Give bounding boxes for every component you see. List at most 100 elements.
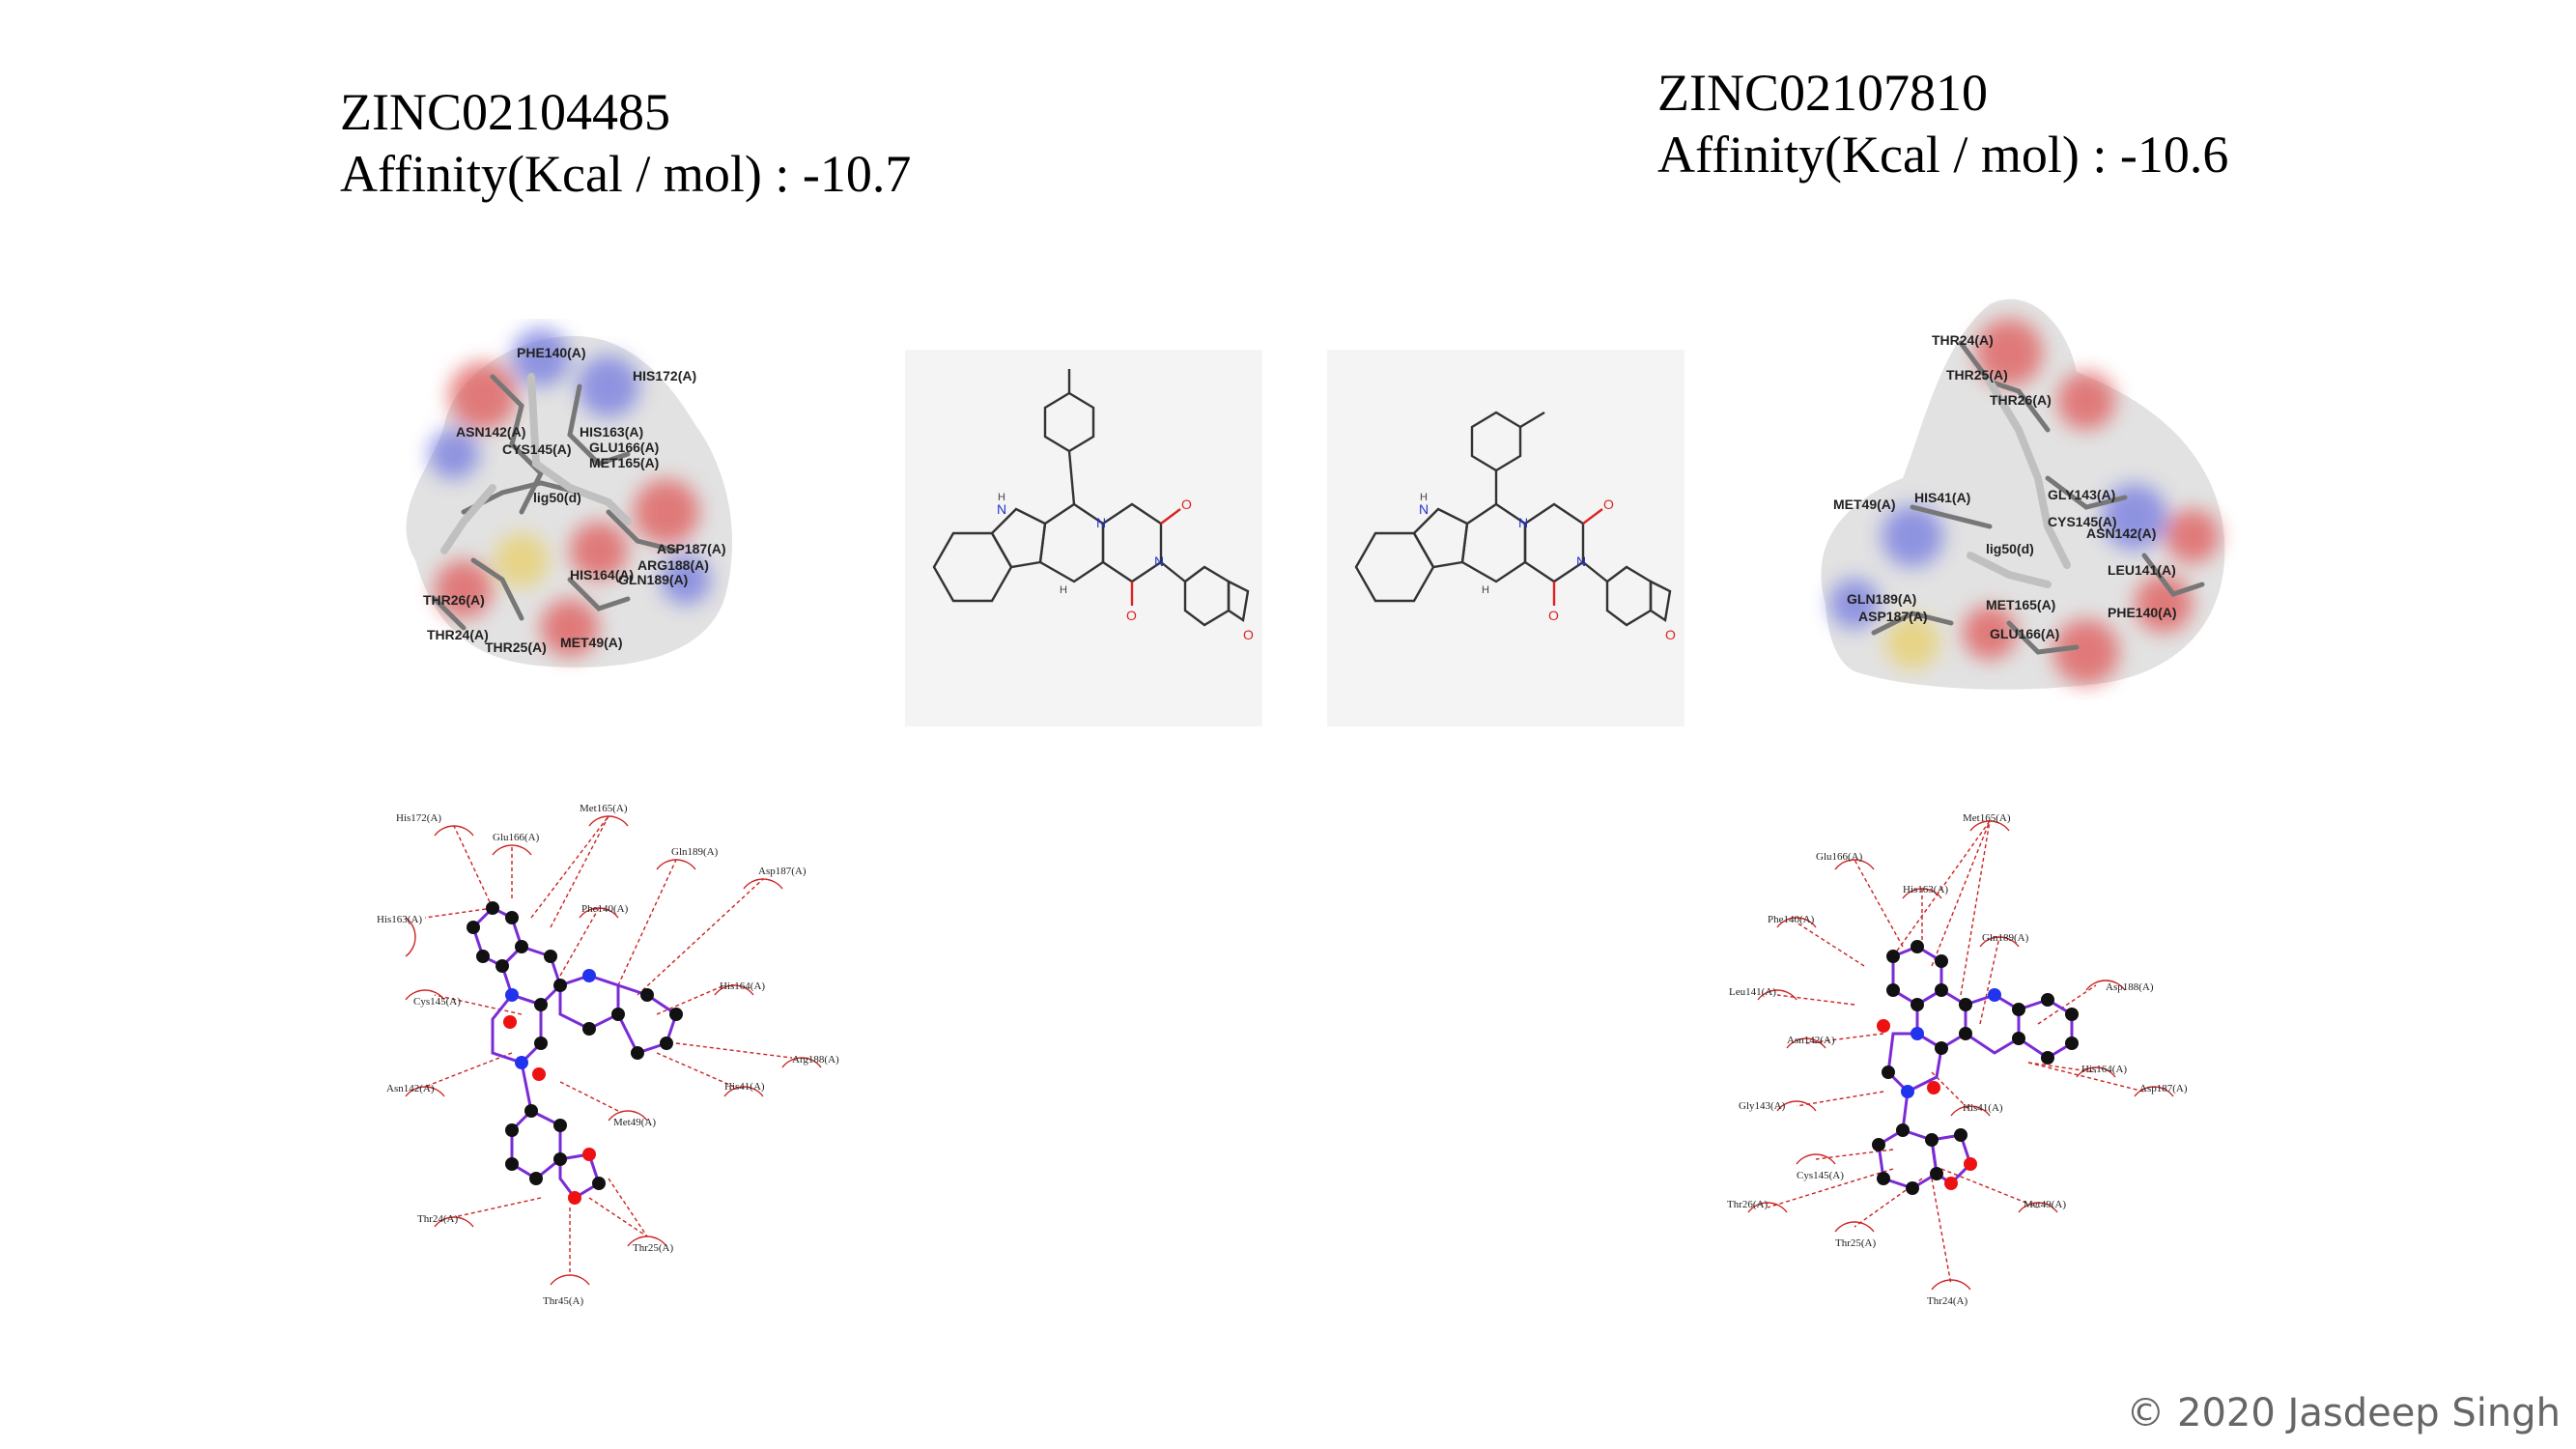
left-bond [1160,561,1186,582]
left-surface-label: CYS145(A) [502,441,572,457]
right-ligplot-label: Met49(A) [2024,1199,2066,1210]
right-n-label: N [1518,515,1528,530]
right-carbon-atom [1959,1027,1972,1040]
right-surface-label: ASN142(A) [2086,526,2156,541]
right-carbon-atom [2012,1032,2025,1045]
left-carbon-atom [631,1046,644,1060]
right-hydrophobic-arc [2018,1202,2058,1213]
right-hydrophobic-arc [1747,1202,1788,1213]
left-carbon-atom [640,988,654,1002]
left-oxygen-atom [532,1067,546,1081]
left-compound-id: ZINC02104485 [340,83,670,141]
right-surface-label: GLN189(A) [1847,591,1916,607]
right-ligplot-diagram: Met165(A) Glu166(A) His163(A) Phe140(A) … [1710,802,2212,1333]
left-carbon-atom [515,940,528,953]
left-ligand-ring [491,993,543,1065]
right-carbon-atom [1896,1123,1910,1137]
right-residue-stick [1910,504,1993,529]
left-surface-label: lig50(d) [533,490,581,505]
left-ligplot-label: Met49(A) [613,1117,656,1128]
right-surface-label: THR24(A) [1932,332,1994,348]
left-affinity: Affinity(Kcal / mol) : -10.7 [340,145,912,203]
left-carbon-atom [534,1037,548,1050]
right-o3-label: O [1665,627,1676,642]
right-carbon-atom [2065,1008,2079,1021]
left-nitrogen-atom [515,1056,528,1069]
right-ligplot-label: Gly143(A) [1739,1100,1786,1112]
right-carbon-atom [1911,940,1924,953]
right-hydrophobic-arc [2085,980,2126,991]
right-2d-structure: N H N N O O O H [1327,350,1684,726]
left-interaction-line [453,825,494,909]
right-hydrophobic-arc [1834,859,1875,870]
left-hydrophobic-arc [434,1216,474,1228]
left-compound-title: ZINC02104485 Affinity(Kcal / mol) : -10.… [340,81,911,205]
left-surface-patch [512,328,570,386]
left-surface-label: ASN142(A) [456,424,525,440]
left-interaction-line [656,1052,735,1088]
right-carbon-atom [2041,1051,2054,1065]
left-ligplot-label: Gln189(A) [671,846,719,858]
right-carbon-atom [1886,950,1900,963]
right-nitrogen-atom [1901,1085,1914,1098]
left-surface-label: ARG188(A) [637,557,709,573]
right-benzene-ring [1354,531,1435,603]
right-ligand-stick [1986,378,2071,569]
left-surface-label: THR26(A) [423,592,485,608]
right-surface-label: ASP187(A) [1858,609,1928,624]
right-interaction-line [1776,994,1855,1006]
left-carbon-atom [553,1119,567,1132]
right-ligplot-label: His164(A) [2081,1064,2127,1075]
left-middle-ring [1038,502,1105,583]
left-benzodioxole-ring [1183,565,1231,627]
right-ligplot-label: Met165(A) [1963,812,2011,824]
right-hydrophobic-arc [1979,936,2020,948]
left-surface-patch [429,429,479,479]
left-n-label: N [1096,515,1106,530]
left-surface-patch [570,522,628,580]
left-pyrrole-ring [990,507,1047,569]
right-middle-ring [1460,502,1527,583]
left-ligand-stick [440,484,496,554]
right-hydrophobic-arc [2076,1066,2116,1078]
left-interaction-line [559,907,600,977]
right-hydrophobic-arc [1786,1037,1826,1049]
left-ligplot-label: His172(A) [396,812,441,824]
right-pyrrole-ring [1412,507,1469,569]
right-interaction-line [1931,820,1991,967]
left-interaction-line [656,984,725,1015]
left-surface-patch [449,362,517,430]
right-surface-patch [1975,319,2043,386]
right-surface-shape [1821,298,2225,690]
left-surface-label: ASP187(A) [657,541,726,556]
right-o2-label: O [1548,608,1559,623]
right-carbonyl-bond [1582,508,1603,525]
left-nh-h-label: H [998,492,1005,503]
right-surface-label: lig50(d) [1986,541,2034,556]
left-h-label: H [1060,584,1067,596]
left-surface-label: MET165(A) [589,455,659,470]
left-surface-label: HIS172(A) [633,368,696,384]
right-surface-label: GLY143(A) [2048,487,2115,502]
left-ligplot-label: Cys145(A) [413,996,461,1008]
right-interaction-line [2037,984,2097,1025]
right-ligplot-label: Leu141(A) [1729,986,1776,998]
left-carbon-atom [660,1037,673,1050]
right-ligplot-label: Thr24(A) [1927,1295,1967,1307]
left-carbon-atom [544,950,557,963]
right-surface-patch [1885,615,1939,669]
right-ligplot-label: His163(A) [1903,884,1948,895]
right-residue-stick [1958,340,2051,433]
left-hydrophobic-arc [627,1236,667,1247]
right-surface-label: MET49(A) [1833,497,1896,512]
left-interaction-line [559,1081,619,1112]
left-surface-patch [541,599,599,657]
left-oxygen-atom [568,1191,581,1205]
left-hydrophobic-arc [405,989,445,1001]
right-ligplot-label: Cys145(A) [1797,1170,1844,1181]
right-carbon-atom [1954,1128,1967,1142]
left-hydrophobic-arc [723,1086,764,1097]
left-carbon-atom [524,1104,538,1118]
left-hydrophobic-arc [405,1086,445,1097]
left-surface-label: THR24(A) [427,627,489,642]
